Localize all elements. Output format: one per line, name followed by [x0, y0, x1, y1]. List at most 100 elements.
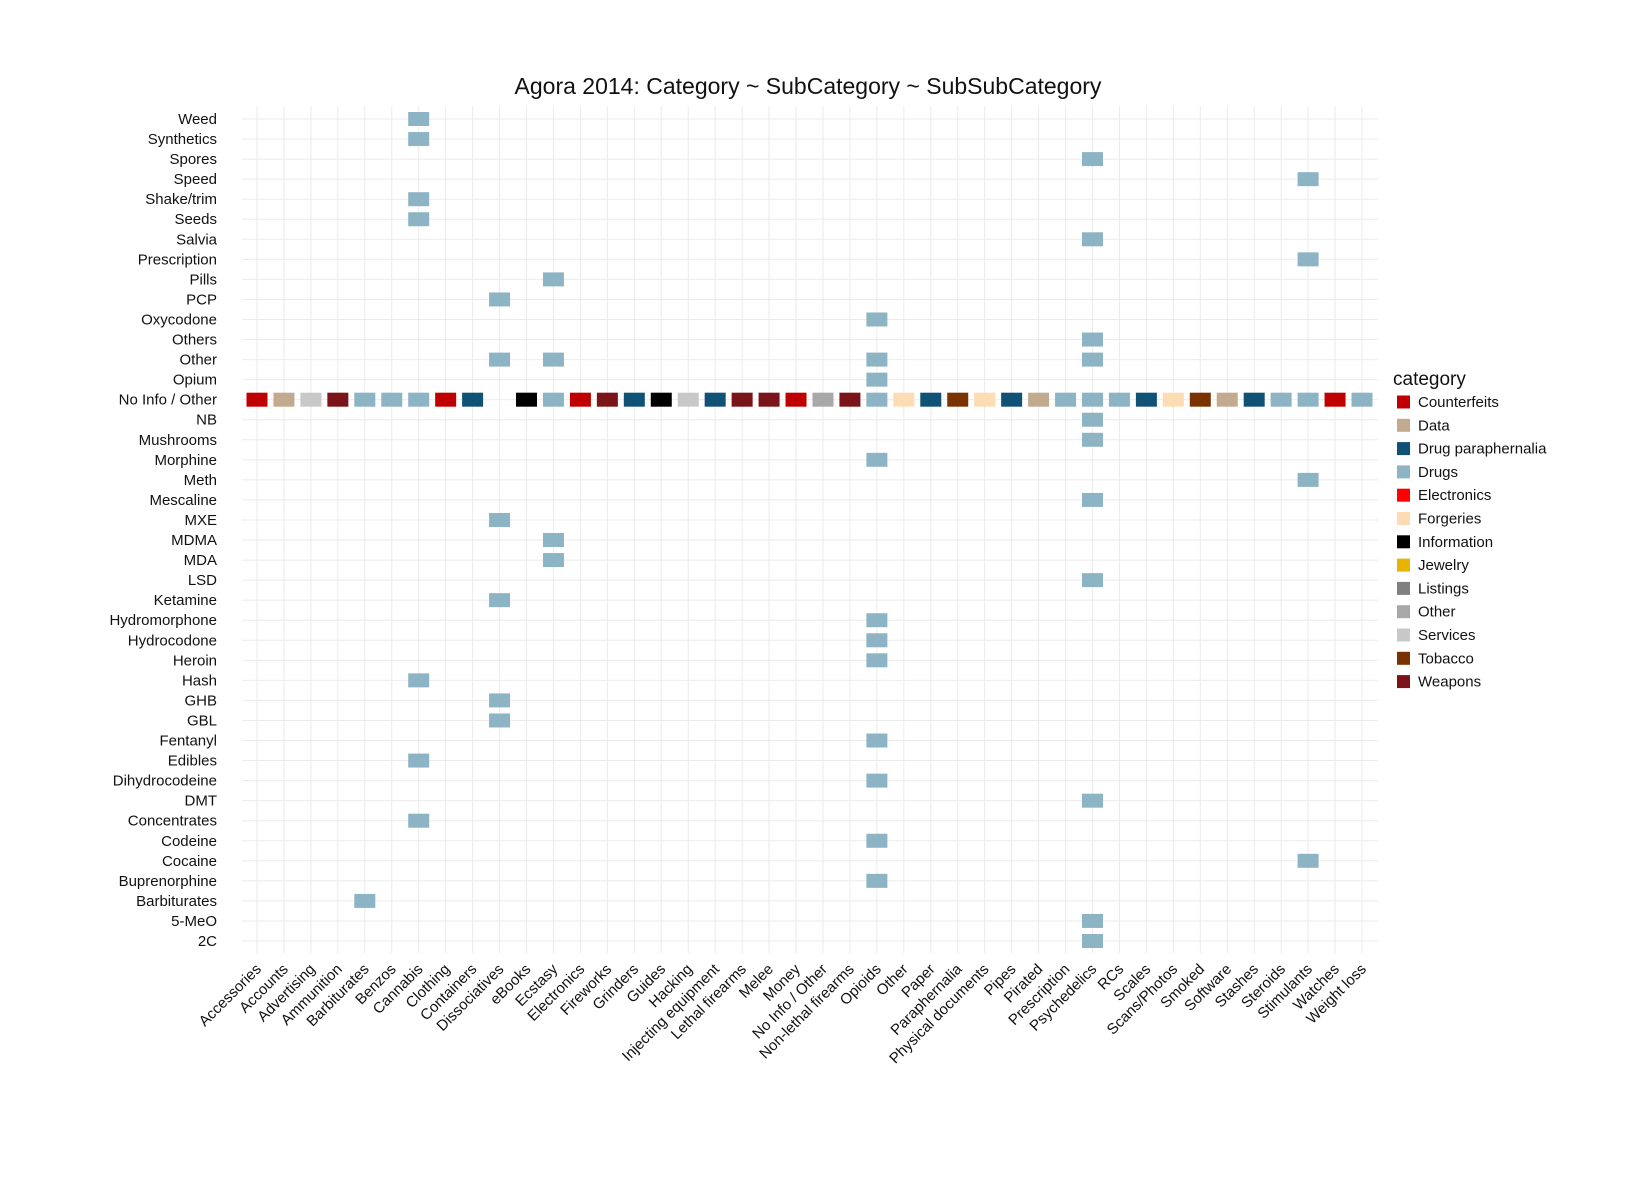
legend-label: Information	[1418, 534, 1493, 551]
y-tick-label: MXE	[184, 512, 217, 529]
y-tick-label: Barbiturates	[136, 893, 217, 910]
heatmap-cell	[516, 392, 538, 407]
heatmap-cell	[866, 392, 888, 407]
y-tick-label: Seeds	[174, 211, 217, 228]
y-tick-label: Buprenorphine	[119, 873, 217, 890]
y-tick-label: Pills	[189, 271, 217, 288]
legend-label: Tobacco	[1418, 650, 1474, 667]
heatmap-cell	[1081, 793, 1103, 808]
legend-title: category	[1393, 369, 1466, 390]
y-tick-label: Weed	[178, 111, 217, 128]
legend-swatch	[1397, 488, 1410, 502]
legend-swatch	[1397, 442, 1410, 456]
y-tick-label: DMT	[185, 793, 218, 810]
legend-label: Listings	[1418, 580, 1469, 597]
y-tick-label: Mescaline	[149, 492, 217, 509]
heatmap-cell	[1189, 392, 1211, 407]
heatmap-cell	[623, 392, 645, 407]
heatmap-cell	[408, 392, 430, 407]
heatmap-cell	[1081, 573, 1103, 588]
y-tick-label: Edibles	[168, 753, 217, 770]
heatmap-cell	[920, 392, 942, 407]
legend-swatch	[1397, 581, 1410, 595]
y-tick-label: Meth	[184, 472, 217, 489]
legend-swatch	[1397, 628, 1410, 642]
y-tick-label: LSD	[188, 572, 217, 589]
legend-swatch	[1397, 418, 1410, 432]
heatmap-cell	[866, 352, 888, 367]
heatmap-cell	[1297, 472, 1319, 487]
heatmap-cell	[1001, 392, 1023, 407]
y-tick-label: Salvia	[176, 231, 218, 248]
heatmap-cell	[408, 753, 430, 768]
heatmap-cell	[758, 392, 780, 407]
y-tick-label: 2C	[198, 933, 217, 950]
heatmap-cell	[381, 392, 403, 407]
heatmap-cell	[596, 392, 618, 407]
heatmap-cell	[866, 773, 888, 788]
y-tick-label: GHB	[184, 692, 217, 709]
heatmap-cell	[866, 873, 888, 888]
heatmap-cell	[866, 633, 888, 648]
y-tick-label: Fentanyl	[159, 733, 217, 750]
legend-swatch	[1397, 651, 1410, 665]
legend-label: Jewelry	[1418, 557, 1469, 574]
heatmap-cell	[866, 312, 888, 327]
heatmap-cell	[704, 392, 726, 407]
y-tick-label: MDMA	[171, 532, 217, 549]
heatmap-cell	[650, 392, 672, 407]
heatmap-cell	[1081, 492, 1103, 507]
heatmap-cell	[893, 392, 915, 407]
heatmap-cell	[866, 613, 888, 628]
heatmap-cell	[327, 392, 349, 407]
heatmap-cell	[1081, 432, 1103, 447]
heatmap-cell	[866, 653, 888, 668]
y-tick-label: GBL	[187, 712, 217, 729]
heatmap-cell	[866, 733, 888, 748]
heatmap-cell	[489, 713, 511, 728]
heatmap-cell	[408, 132, 430, 147]
heatmap-cell	[1162, 392, 1184, 407]
heatmap-cell	[1108, 392, 1130, 407]
heatmap-cell	[246, 392, 268, 407]
heatmap-cell	[1028, 392, 1050, 407]
heatmap-cell	[408, 112, 430, 126]
y-tick-label: Ketamine	[154, 592, 217, 609]
heatmap-cell	[408, 813, 430, 828]
heatmap-cell	[273, 392, 295, 407]
legend-swatch	[1397, 465, 1410, 479]
legend-swatch	[1397, 605, 1410, 619]
y-tick-label: Cocaine	[162, 853, 217, 870]
heatmap-cell	[1081, 392, 1103, 407]
heatmap-cell	[866, 833, 888, 848]
y-tick-label: Hydrocodone	[128, 632, 217, 649]
heatmap-cell	[1324, 392, 1346, 407]
heatmap-cell	[1081, 352, 1103, 367]
y-tick-label: Morphine	[154, 452, 217, 469]
y-tick-label: Others	[172, 332, 217, 349]
heatmap-cell	[489, 352, 511, 367]
legend-label: Drugs	[1418, 464, 1458, 481]
legend-swatch	[1397, 395, 1410, 409]
y-tick-label: No Info / Other	[119, 392, 217, 409]
heatmap-cell	[1243, 392, 1265, 407]
legend-swatch	[1397, 535, 1410, 549]
y-tick-label: Dihydrocodeine	[113, 773, 217, 790]
heatmap-cell	[408, 673, 430, 688]
heatmap-cell	[1081, 152, 1103, 167]
y-tick-label: Synthetics	[148, 131, 217, 148]
heatmap-cell	[1270, 392, 1292, 407]
heatmap-cell	[1351, 392, 1373, 407]
legend-label: Data	[1418, 417, 1450, 434]
heatmap-cell	[435, 392, 457, 407]
heatmap-cell	[866, 452, 888, 467]
legend-swatch	[1397, 558, 1410, 572]
y-tick-label: Hydromorphone	[109, 612, 217, 629]
y-tick-label: Shake/trim	[145, 191, 217, 208]
y-tick-label: MDA	[184, 552, 217, 569]
legend-label: Counterfeits	[1418, 394, 1499, 411]
legend-label: Forgeries	[1418, 511, 1481, 528]
y-tick-label: NB	[196, 412, 217, 429]
